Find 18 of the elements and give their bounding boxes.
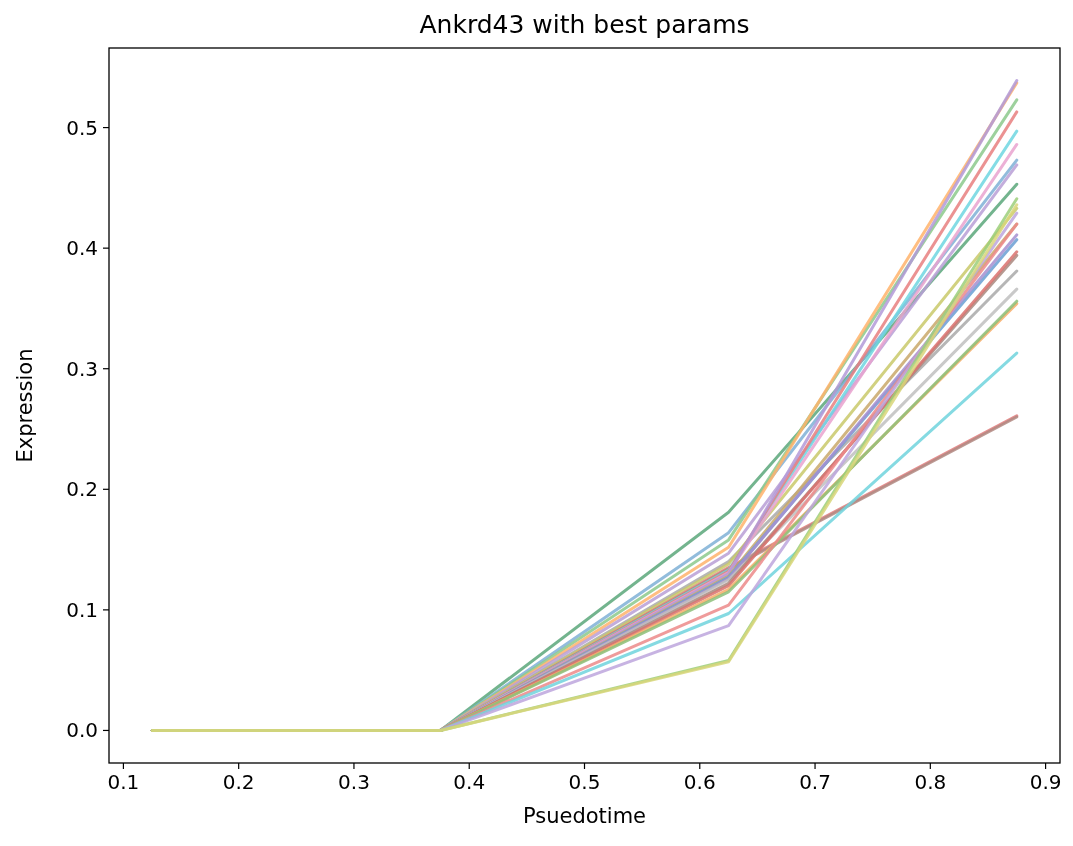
x-tick-label: 0.5 [568, 770, 601, 794]
x-tick-label: 0.7 [799, 770, 831, 794]
x-tick-label: 0.3 [338, 770, 370, 794]
y-tick-label: 0.1 [66, 597, 98, 622]
y-tick-label: 0.4 [66, 236, 98, 261]
x-tick-label: 0.2 [222, 770, 255, 794]
x-tick-label: 0.4 [453, 770, 486, 794]
x-tick-label: 0.1 [107, 770, 140, 794]
y-tick-label: 0.3 [66, 356, 98, 381]
y-axis-title: Expression [13, 348, 37, 463]
x-axis-title: Psuedotime [522, 804, 647, 828]
chart-title: Ankrd43 with best params [419, 10, 750, 39]
x-tick-label: 0.9 [1029, 770, 1062, 794]
y-tick-label: 0.0 [66, 718, 98, 743]
x-tick-label: 0.6 [683, 770, 716, 794]
x-tick-label: 0.8 [914, 770, 947, 794]
y-tick-label: 0.2 [66, 477, 98, 502]
y-tick-label: 0.5 [66, 115, 98, 140]
